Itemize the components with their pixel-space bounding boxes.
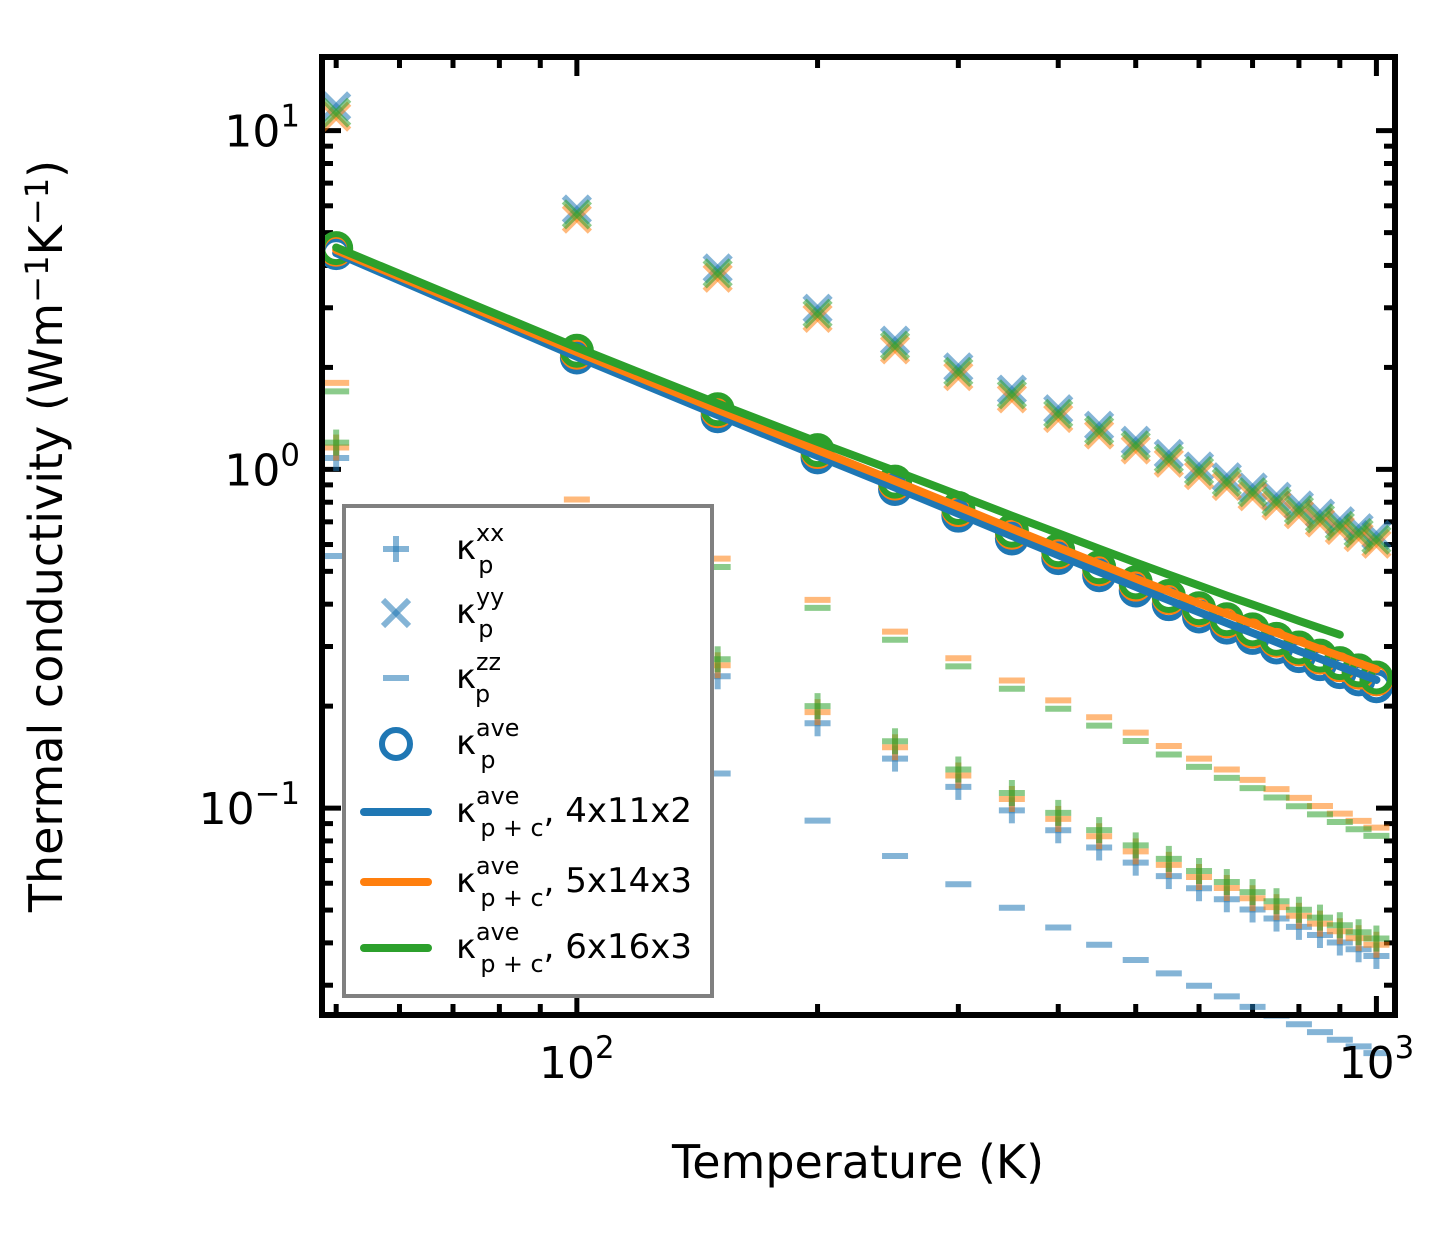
marker-x: [1084, 415, 1115, 446]
marker-x: [1283, 490, 1315, 521]
marker-x: [702, 262, 733, 293]
marker-x: [1183, 451, 1215, 482]
series-line: [332, 249, 1381, 684]
series-5: [321, 97, 1392, 555]
marker-x: [1343, 517, 1374, 549]
series-13: [332, 246, 1381, 674]
y-tick-label: 10−1: [199, 776, 300, 835]
legend-label: κzz p: [456, 648, 501, 708]
marker-x: [1153, 443, 1184, 474]
marker-x: [1043, 398, 1074, 430]
marker-x: [1211, 466, 1242, 498]
marker-circle: [379, 727, 413, 761]
marker-x: [879, 325, 911, 356]
legend-entry-2[interactable]: κzz p: [383, 648, 501, 708]
marker-x: [321, 97, 352, 128]
marker-x: [1261, 481, 1292, 512]
series-2: [323, 429, 1390, 952]
marker-x: [561, 199, 592, 230]
plot-frame: [319, 54, 1398, 1018]
legend-entry-6[interactable]: κave p + c, 6x16x3: [360, 918, 692, 978]
marker-x: [702, 258, 733, 289]
legend-label: κave p: [456, 714, 519, 774]
x-tick-label: 103: [1339, 1030, 1415, 1089]
legend-label: κyy p: [456, 583, 504, 643]
legend-entry-4[interactable]: κave p + c, 4x11x2: [360, 782, 692, 842]
marker-x: [321, 91, 352, 122]
marker-x: [561, 194, 592, 225]
legend-entry-3[interactable]: κave p: [379, 714, 519, 774]
marker-x: [1120, 425, 1151, 456]
series-8: [323, 388, 1390, 839]
legend-label: κave p + c, 4x11x2: [456, 782, 692, 842]
legend-box[interactable]: [342, 504, 714, 998]
series-6: [323, 552, 1390, 1057]
svg-text:Thermal conductivity (Wm−1K−1): Thermal conductivity (Wm−1K−1): [18, 160, 73, 913]
marker-x: [1283, 495, 1315, 526]
series-line: [332, 243, 1344, 639]
marker-x: [1237, 477, 1268, 508]
marker-x: [1183, 455, 1215, 487]
legend-entry-1[interactable]: κyy p: [380, 583, 504, 643]
marker-x: [943, 356, 974, 388]
marker-x: [802, 298, 833, 329]
y-tick-label: 101: [224, 99, 300, 158]
marker-x: [1361, 524, 1392, 555]
marker-x: [1043, 394, 1074, 425]
marker-x: [1261, 486, 1292, 517]
marker-x: [1304, 503, 1336, 534]
marker-x: [702, 253, 733, 284]
legend-entry-5[interactable]: κave p + c, 5x14x3: [360, 852, 692, 912]
marker-x: [802, 293, 833, 324]
marker-x: [879, 330, 911, 361]
y-tick-label: 100: [224, 437, 300, 496]
x-axis-label: Temperature (K): [671, 1135, 1044, 1189]
legend-label: κave p + c, 5x14x3: [456, 852, 692, 912]
marker-x: [1324, 510, 1355, 542]
marker-x: [380, 597, 412, 629]
y-tick-labels: 101 100 10−1: [199, 99, 300, 835]
y-axis-label: Thermal conductivity (Wm−1K−1): [18, 160, 73, 913]
marker-x: [996, 374, 1027, 405]
marker-x: [943, 352, 974, 383]
marker-x: [1211, 462, 1242, 493]
legend-entry-0[interactable]: κxx p: [383, 519, 504, 579]
legend-label: κave p + c, 6x16x3: [456, 918, 692, 978]
marker-x: [1084, 410, 1115, 441]
x-tick-label: 102: [539, 1030, 615, 1089]
series-12: [332, 249, 1381, 684]
marker-x: [996, 379, 1027, 410]
marker-x: [1237, 472, 1268, 503]
series-14: [332, 243, 1344, 639]
marker-x: [1120, 430, 1151, 461]
x-tick-labels: 102 103: [539, 1030, 1414, 1089]
data-series-layer: [319, 91, 1394, 1057]
series-line: [332, 246, 1381, 674]
svg-text:Temperature (K): Temperature (K): [671, 1135, 1044, 1189]
marker-x: [1153, 438, 1184, 470]
legend-label: κxx p: [456, 519, 504, 579]
